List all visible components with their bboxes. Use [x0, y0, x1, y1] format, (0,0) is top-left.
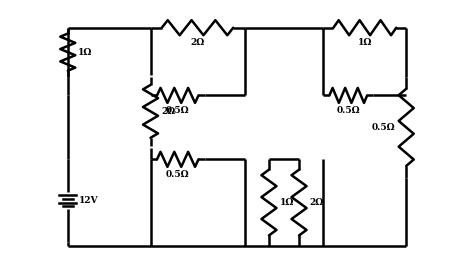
Text: 1Ω: 1Ω: [280, 198, 294, 207]
Text: 2Ω: 2Ω: [310, 198, 324, 207]
Text: 0.5Ω: 0.5Ω: [337, 106, 360, 115]
Text: 2Ω: 2Ω: [191, 38, 205, 47]
Text: 2Ω: 2Ω: [161, 107, 175, 116]
Text: 1Ω: 1Ω: [78, 48, 93, 57]
Text: 0.5Ω: 0.5Ω: [372, 123, 396, 132]
Text: 0.5Ω: 0.5Ω: [166, 170, 190, 179]
Text: 12V: 12V: [79, 196, 99, 205]
Text: 0.5Ω: 0.5Ω: [166, 106, 190, 115]
Text: 1Ω: 1Ω: [358, 38, 372, 47]
